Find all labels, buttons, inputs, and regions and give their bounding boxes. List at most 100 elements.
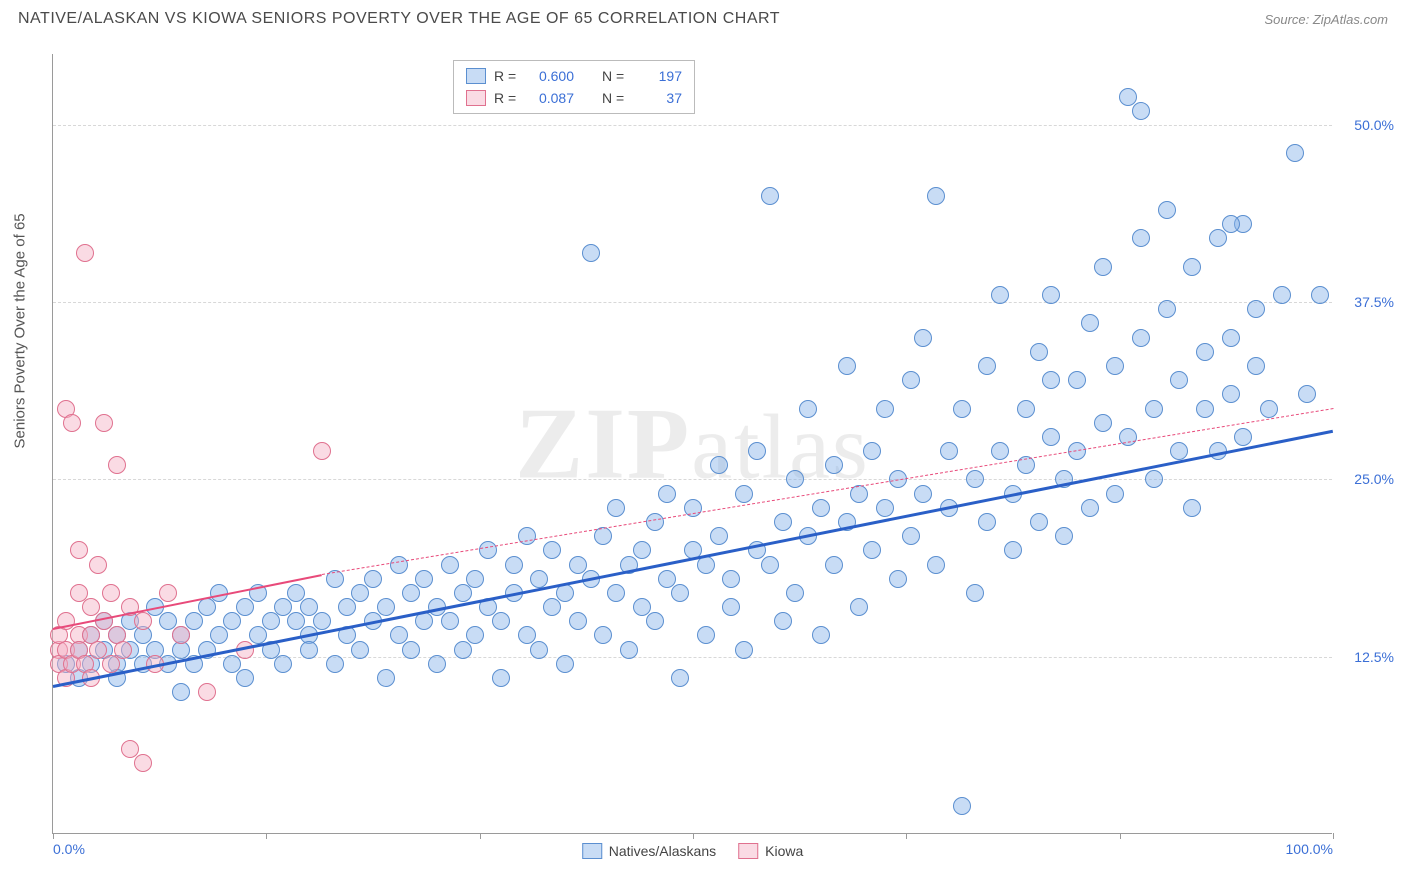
legend-swatch bbox=[582, 843, 602, 859]
scatter-point bbox=[594, 626, 612, 644]
scatter-point bbox=[159, 584, 177, 602]
scatter-point bbox=[812, 499, 830, 517]
x-tick-mark bbox=[906, 833, 907, 839]
scatter-point bbox=[185, 612, 203, 630]
legend-key: R = bbox=[494, 68, 522, 84]
scatter-point bbox=[390, 556, 408, 574]
scatter-point bbox=[466, 570, 484, 588]
legend-key: R = bbox=[494, 90, 522, 106]
scatter-point bbox=[364, 570, 382, 588]
x-tick-label: 100.0% bbox=[1286, 841, 1333, 857]
scatter-point bbox=[1068, 371, 1086, 389]
scatter-point bbox=[953, 400, 971, 418]
scatter-point bbox=[658, 485, 676, 503]
scatter-point bbox=[978, 357, 996, 375]
scatter-point bbox=[646, 513, 664, 531]
scatter-point bbox=[236, 669, 254, 687]
scatter-chart: ZIPatlas R =0.600N =197R =0.087N =37 Nat… bbox=[52, 54, 1332, 834]
scatter-point bbox=[479, 541, 497, 559]
scatter-point bbox=[223, 612, 241, 630]
scatter-point bbox=[102, 584, 120, 602]
scatter-point bbox=[774, 513, 792, 531]
scatter-point bbox=[953, 797, 971, 815]
scatter-point bbox=[326, 655, 344, 673]
scatter-point bbox=[812, 626, 830, 644]
scatter-point bbox=[1055, 527, 1073, 545]
scatter-point bbox=[927, 187, 945, 205]
y-tick-label: 25.0% bbox=[1339, 471, 1394, 487]
scatter-point bbox=[1132, 329, 1150, 347]
scatter-point bbox=[1094, 414, 1112, 432]
scatter-point bbox=[377, 669, 395, 687]
scatter-point bbox=[799, 400, 817, 418]
scatter-point bbox=[351, 584, 369, 602]
scatter-point bbox=[1183, 258, 1201, 276]
scatter-point bbox=[454, 641, 472, 659]
watermark: ZIPatlas bbox=[515, 385, 870, 502]
scatter-point bbox=[710, 456, 728, 474]
scatter-point bbox=[210, 626, 228, 644]
scatter-point bbox=[505, 556, 523, 574]
scatter-point bbox=[1234, 428, 1252, 446]
scatter-point bbox=[543, 598, 561, 616]
scatter-point bbox=[1222, 385, 1240, 403]
scatter-point bbox=[1222, 329, 1240, 347]
scatter-point bbox=[89, 556, 107, 574]
scatter-point bbox=[1132, 102, 1150, 120]
scatter-point bbox=[863, 442, 881, 460]
scatter-point bbox=[441, 612, 459, 630]
scatter-point bbox=[1106, 357, 1124, 375]
scatter-point bbox=[1222, 215, 1240, 233]
scatter-point bbox=[876, 400, 894, 418]
scatter-point bbox=[236, 598, 254, 616]
scatter-point bbox=[761, 556, 779, 574]
scatter-point bbox=[530, 641, 548, 659]
y-tick-label: 12.5% bbox=[1339, 649, 1394, 665]
scatter-point bbox=[198, 598, 216, 616]
x-tick-mark bbox=[266, 833, 267, 839]
scatter-point bbox=[876, 499, 894, 517]
y-axis-label: Seniors Poverty Over the Age of 65 bbox=[12, 213, 29, 448]
scatter-point bbox=[838, 357, 856, 375]
scatter-point bbox=[134, 754, 152, 772]
scatter-point bbox=[671, 669, 689, 687]
scatter-point bbox=[825, 556, 843, 574]
scatter-point bbox=[1170, 442, 1188, 460]
chart-header: NATIVE/ALASKAN VS KIOWA SENIORS POVERTY … bbox=[0, 0, 1406, 28]
scatter-point bbox=[927, 556, 945, 574]
scatter-point bbox=[1042, 428, 1060, 446]
scatter-point bbox=[697, 626, 715, 644]
scatter-point bbox=[1158, 201, 1176, 219]
scatter-point bbox=[582, 244, 600, 262]
scatter-point bbox=[1158, 300, 1176, 318]
scatter-point bbox=[466, 626, 484, 644]
scatter-point bbox=[454, 584, 472, 602]
scatter-point bbox=[902, 527, 920, 545]
scatter-point bbox=[274, 655, 292, 673]
scatter-point bbox=[722, 598, 740, 616]
scatter-point bbox=[492, 612, 510, 630]
scatter-point bbox=[966, 470, 984, 488]
scatter-point bbox=[774, 612, 792, 630]
scatter-point bbox=[262, 612, 280, 630]
scatter-point bbox=[1042, 371, 1060, 389]
scatter-point bbox=[95, 414, 113, 432]
trend-line bbox=[53, 430, 1334, 688]
scatter-point bbox=[1209, 229, 1227, 247]
scatter-point bbox=[351, 641, 369, 659]
scatter-point bbox=[377, 598, 395, 616]
scatter-point bbox=[735, 641, 753, 659]
scatter-point bbox=[402, 641, 420, 659]
scatter-point bbox=[556, 655, 574, 673]
scatter-point bbox=[1145, 400, 1163, 418]
scatter-point bbox=[63, 414, 81, 432]
scatter-point bbox=[492, 669, 510, 687]
x-tick-mark bbox=[480, 833, 481, 839]
series-legend: Natives/AlaskansKiowa bbox=[582, 843, 804, 859]
scatter-point bbox=[543, 541, 561, 559]
gridline bbox=[53, 479, 1332, 480]
legend-label: Kiowa bbox=[765, 843, 803, 859]
scatter-point bbox=[1132, 229, 1150, 247]
scatter-point bbox=[863, 541, 881, 559]
scatter-point bbox=[991, 442, 1009, 460]
